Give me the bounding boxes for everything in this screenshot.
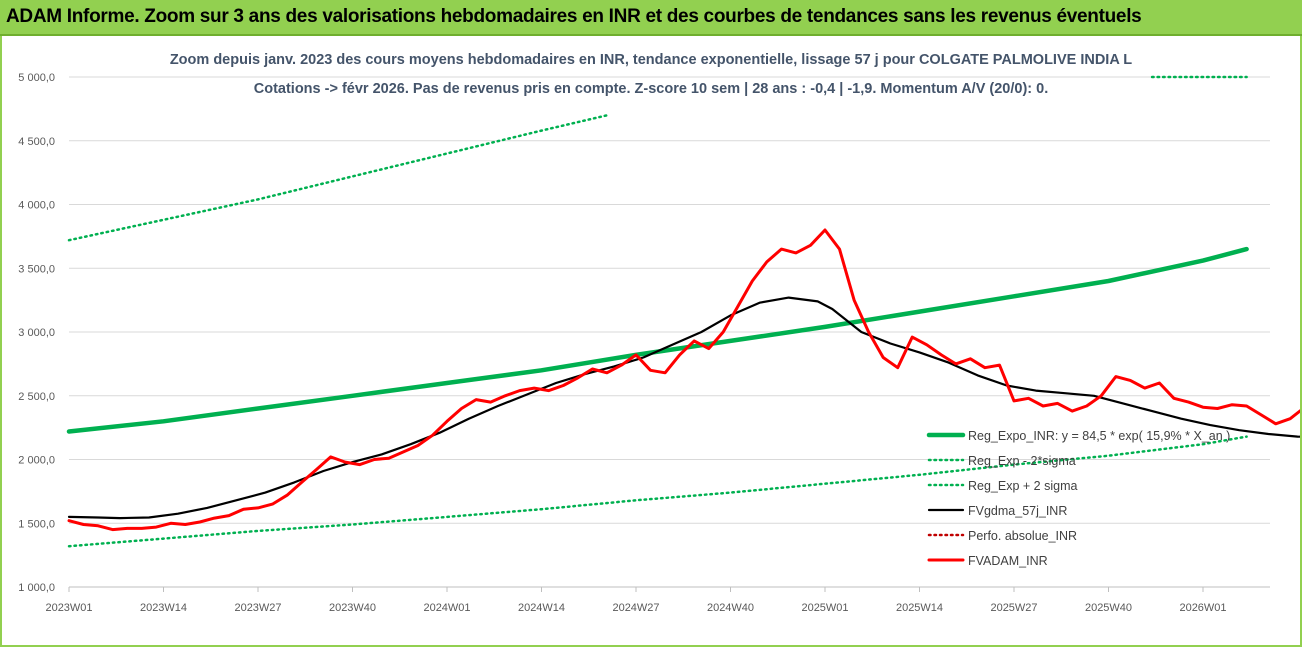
y-tick-label: 3 500,0: [18, 263, 55, 275]
reg-exp-plus-2sigma-line: [67, 114, 609, 242]
x-tick-label: 2023W01: [45, 602, 92, 614]
x-tick-label: 2026W01: [1179, 602, 1226, 614]
fvadam-line: [67, 228, 1302, 532]
y-axis: 1 000,0 1 500,0 2 000,0 2 500,0 3 000,0 3 500…: [18, 72, 55, 594]
y-tick-label: 2 000,0: [18, 455, 55, 467]
series-lines: [66, 75, 1302, 548]
y-tick-label: 1 500,0: [18, 518, 55, 530]
legend-label: Reg_Expo_INR: y = 84,5 * exp( 15,9% * X_…: [968, 429, 1230, 443]
x-tick-label: 2025W40: [1085, 602, 1132, 614]
y-tick-label: 4 000,0: [18, 200, 55, 212]
y-tick-label: 5 000,0: [18, 72, 55, 84]
x-tick-label: 2023W27: [234, 602, 281, 614]
legend-label: Reg_Exp - 2*sigma: [968, 454, 1076, 468]
chart-svg: Zoom depuis janv. 2023 des cours moyens …: [18, 52, 1302, 614]
chart-area: Zoom depuis janv. 2023 des cours moyens …: [0, 36, 1302, 647]
y-tick-label: 3 000,0: [18, 327, 55, 339]
y-tick-label: 4 500,0: [18, 136, 55, 148]
x-tick-label: 2025W14: [896, 602, 943, 614]
legend-label: FVADAM_INR: [968, 554, 1048, 568]
y-tick-label: 1 000,0: [18, 582, 55, 594]
x-tick-label: 2025W27: [990, 602, 1037, 614]
page-title: ADAM Informe. Zoom sur 3 ans des valoris…: [6, 6, 1142, 27]
header-bar: ADAM Informe. Zoom sur 3 ans des valoris…: [0, 0, 1302, 36]
legend: Reg_Expo_INR: y = 84,5 * exp( 15,9% * X_…: [926, 429, 1230, 568]
x-tick-label: 2024W01: [423, 602, 470, 614]
reg-expo-line: [66, 246, 1249, 434]
x-tick-label: 2024W40: [707, 602, 754, 614]
chart-title-line1: Zoom depuis janv. 2023 des cours moyens …: [170, 52, 1132, 68]
gridlines: [69, 76, 1270, 588]
chart-title-line2: Cotations -> févr 2026. Pas de revenus p…: [254, 81, 1048, 97]
legend-label: Reg_Exp + 2 sigma: [968, 479, 1077, 493]
reg-exp-minus-2sigma-line: [67, 435, 1248, 548]
fvgdma-line: [67, 296, 1302, 520]
x-tick-label: 2024W27: [612, 602, 659, 614]
legend-label: Perfo. absolue_INR: [968, 529, 1077, 543]
x-axis: 2023W01 2023W14 2023W27 2023W40 2024W01 2024W…: [45, 587, 1227, 614]
x-tick-label: 2023W14: [140, 602, 187, 614]
x-tick-label: 2025W01: [801, 602, 848, 614]
y-tick-label: 2 500,0: [18, 391, 55, 403]
x-tick-label: 2024W14: [518, 602, 565, 614]
x-tick-label: 2023W40: [329, 602, 376, 614]
legend-label: FVgdma_57j_INR: [968, 504, 1067, 518]
